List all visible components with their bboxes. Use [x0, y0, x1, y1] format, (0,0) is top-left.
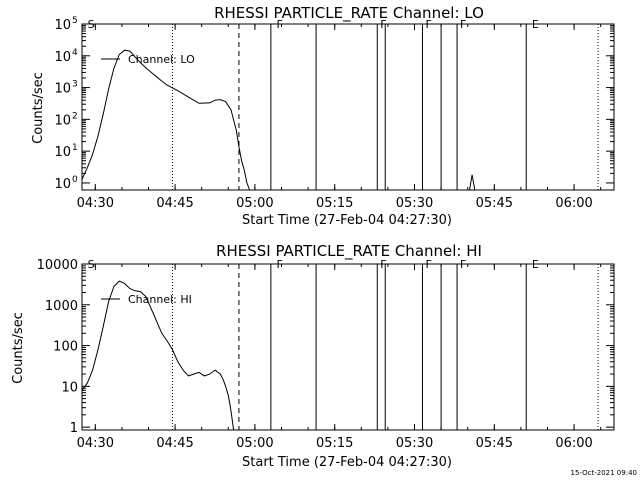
marker-label: E: [532, 18, 539, 31]
top-x-axis-label: Start Time (27-Feb-04 04:27:30): [242, 213, 452, 228]
series-line: [81, 49, 251, 191]
marker-label: F: [380, 258, 386, 271]
top-y-axis-label: Counts/sec: [31, 72, 46, 144]
x-tick-label: 06:00: [555, 436, 592, 451]
top-panel: RHESSI PARTICLE_RATE Channel: LO Start T…: [31, 4, 615, 228]
y-tick-label: 10: [54, 18, 71, 33]
x-tick-label: 06:00: [555, 196, 592, 211]
x-tick-label: 04:45: [156, 436, 193, 451]
x-tick-label: 05:15: [316, 436, 353, 451]
y-tick-label: 10: [54, 177, 71, 192]
marker-label: F: [460, 258, 466, 271]
bottom-panel: RHESSI PARTICLE_RATE Channel: HI Start T…: [11, 242, 615, 470]
x-tick-label: 05:30: [396, 196, 433, 211]
marker-label: E: [532, 258, 539, 271]
marker-label: F: [425, 258, 431, 271]
x-tick-label: 05:45: [476, 196, 513, 211]
y-tick-label: 10: [54, 145, 71, 160]
x-tick-label: 05:45: [476, 436, 513, 451]
x-tick-label: 04:45: [156, 196, 193, 211]
marker-label: F: [460, 18, 466, 31]
x-tick-label: 05:15: [316, 196, 353, 211]
y-tick-exponent: 5: [72, 16, 78, 26]
top-chart-title: RHESSI PARTICLE_RATE Channel: LO: [214, 4, 484, 23]
y-tick-exponent: 3: [72, 80, 78, 90]
y-tick-label: 10: [61, 380, 78, 395]
y-tick-exponent: 1: [72, 143, 78, 153]
bottom-plot-area: 04:30 04:45 05:00 05:15 05:30 05:45 06:00 1 10 10…: [37, 258, 615, 451]
x-tick-label: 04:30: [77, 196, 114, 211]
legend-label: Channel: LO: [128, 53, 195, 66]
legend-label: Channel: HI: [128, 293, 192, 306]
marker-label: F: [425, 18, 431, 31]
x-tick-label: 05:00: [236, 196, 273, 211]
bottom-x-axis-label: Start Time (27-Feb-04 04:27:30): [242, 455, 452, 470]
marker-label: F: [277, 258, 283, 271]
plot-frame: [81, 23, 615, 191]
y-tick-label: 10: [54, 82, 71, 97]
x-tick-label: 05:30: [396, 436, 433, 451]
bottom-y-axis-label: Counts/sec: [11, 312, 26, 384]
y-tick-exponent: 0: [72, 175, 78, 185]
marker-label: S: [88, 18, 95, 31]
marker-label: S: [88, 258, 95, 271]
marker-label: F: [380, 18, 386, 31]
bottom-chart-title: RHESSI PARTICLE_RATE Channel: HI: [216, 242, 482, 261]
y-tick-exponent: 4: [72, 48, 78, 58]
y-tick-exponent: 2: [72, 111, 78, 121]
y-tick-label: 10: [54, 113, 71, 128]
y-tick-label: 1: [70, 421, 78, 436]
footer-timestamp: 15-Oct-2021 09:40: [571, 469, 637, 477]
y-tick-label: 100: [53, 340, 78, 355]
y-tick-label: 10: [54, 50, 71, 65]
marker-label: F: [277, 18, 283, 31]
x-tick-label: 05:00: [236, 436, 273, 451]
plot-frame: [81, 263, 615, 431]
x-tick-label: 04:30: [77, 436, 114, 451]
y-tick-label: 1000: [45, 299, 78, 314]
series-line: [469, 174, 476, 191]
y-tick-label: 10000: [37, 258, 78, 273]
